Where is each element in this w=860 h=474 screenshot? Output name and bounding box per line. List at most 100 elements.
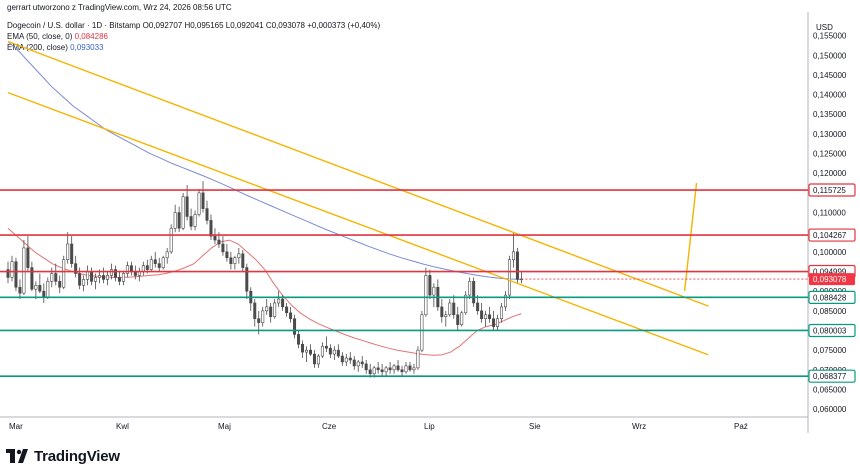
candle-body[interactable] bbox=[396, 365, 400, 371]
candle-body[interactable] bbox=[468, 281, 472, 296]
candle-body[interactable] bbox=[448, 302, 452, 316]
candle-body[interactable] bbox=[472, 281, 476, 304]
candle-body[interactable] bbox=[503, 294, 507, 308]
candle-body[interactable] bbox=[74, 263, 78, 274]
candle-body[interactable] bbox=[38, 284, 42, 292]
candle-body[interactable] bbox=[153, 259, 157, 264]
candle-body[interactable] bbox=[30, 267, 34, 290]
candle-body[interactable] bbox=[364, 363, 368, 371]
candle-body[interactable] bbox=[320, 345, 324, 357]
channel-lower-line[interactable] bbox=[7, 91, 709, 356]
candle-body[interactable] bbox=[78, 273, 82, 286]
candle-body[interactable] bbox=[10, 261, 14, 278]
candle-body[interactable] bbox=[165, 251, 169, 259]
candle-body[interactable] bbox=[54, 273, 58, 282]
candle-body[interactable] bbox=[316, 355, 320, 365]
candle-body[interactable] bbox=[273, 302, 277, 318]
candle-body[interactable] bbox=[169, 227, 173, 253]
candle-body[interactable] bbox=[400, 369, 404, 373]
candle-body[interactable] bbox=[392, 365, 396, 371]
candle-body[interactable] bbox=[408, 365, 412, 371]
candle-body[interactable] bbox=[225, 251, 229, 259]
candle-body[interactable] bbox=[348, 357, 352, 361]
candle-body[interactable] bbox=[464, 294, 468, 314]
candle-body[interactable] bbox=[209, 220, 213, 237]
candle-body[interactable] bbox=[217, 239, 221, 245]
candle-body[interactable] bbox=[293, 318, 297, 335]
candle-body[interactable] bbox=[46, 281, 50, 298]
candle-body[interactable] bbox=[344, 357, 348, 363]
candle-body[interactable] bbox=[376, 367, 380, 371]
candle-body[interactable] bbox=[460, 312, 464, 325]
candle-body[interactable] bbox=[352, 359, 356, 367]
candle-body[interactable] bbox=[301, 343, 305, 353]
candle-body[interactable] bbox=[277, 298, 281, 304]
candle-body[interactable] bbox=[269, 306, 273, 318]
candle-body[interactable] bbox=[121, 273, 125, 282]
candle-body[interactable] bbox=[388, 367, 392, 371]
symbol-name[interactable]: Dogecoin / U.S. dollar · 1D · Bitstamp bbox=[7, 21, 141, 30]
candle-body[interactable] bbox=[173, 212, 177, 229]
candle-body[interactable] bbox=[404, 365, 408, 373]
candle-body[interactable] bbox=[332, 349, 336, 355]
candle-body[interactable] bbox=[420, 314, 424, 351]
candle-body[interactable] bbox=[161, 257, 165, 268]
candle-body[interactable] bbox=[94, 277, 98, 282]
candle-body[interactable] bbox=[480, 310, 484, 319]
candle-body[interactable] bbox=[157, 263, 161, 268]
candle-body[interactable] bbox=[237, 253, 241, 259]
candle-body[interactable] bbox=[113, 269, 117, 278]
candle-body[interactable] bbox=[233, 257, 237, 264]
candle-body[interactable] bbox=[484, 314, 488, 319]
candle-body[interactable] bbox=[308, 349, 312, 355]
candle-body[interactable] bbox=[109, 269, 113, 276]
candle-body[interactable] bbox=[189, 216, 193, 227]
candle-body[interactable] bbox=[58, 281, 62, 288]
candle-body[interactable] bbox=[488, 314, 492, 319]
tradingview-logo[interactable]: TradingView bbox=[6, 446, 120, 466]
candle-body[interactable] bbox=[324, 345, 328, 349]
candle-body[interactable] bbox=[380, 369, 384, 373]
candle-body[interactable] bbox=[304, 349, 308, 353]
candle-body[interactable] bbox=[149, 259, 153, 270]
candle-body[interactable] bbox=[289, 312, 293, 319]
candle-body[interactable] bbox=[102, 275, 106, 280]
candle-body[interactable] bbox=[117, 277, 121, 282]
candle-body[interactable] bbox=[511, 251, 515, 261]
candle-body[interactable] bbox=[106, 275, 110, 280]
candle-body[interactable] bbox=[356, 361, 360, 367]
candle-body[interactable] bbox=[90, 271, 94, 282]
candle-body[interactable] bbox=[193, 214, 197, 227]
candle-body[interactable] bbox=[444, 314, 448, 318]
candle-body[interactable] bbox=[257, 318, 261, 323]
candle-body[interactable] bbox=[125, 265, 129, 274]
candle-body[interactable] bbox=[384, 367, 388, 373]
candle-body[interactable] bbox=[372, 367, 376, 375]
candle-body[interactable] bbox=[368, 369, 372, 375]
candle-body[interactable] bbox=[265, 306, 269, 312]
candle-body[interactable] bbox=[66, 243, 70, 261]
candle-body[interactable] bbox=[241, 253, 245, 268]
candle-body[interactable] bbox=[42, 290, 46, 298]
candle-body[interactable] bbox=[261, 310, 265, 323]
candle-body[interactable] bbox=[416, 349, 420, 369]
candle-body[interactable] bbox=[340, 355, 344, 363]
candle-body[interactable] bbox=[34, 284, 38, 290]
candle-body[interactable] bbox=[213, 235, 217, 241]
candle-body[interactable] bbox=[145, 265, 149, 270]
candle-body[interactable] bbox=[22, 247, 26, 294]
candle-body[interactable] bbox=[312, 353, 316, 365]
candle-body[interactable] bbox=[141, 265, 145, 272]
candle-body[interactable] bbox=[229, 257, 233, 264]
candle-body[interactable] bbox=[129, 265, 133, 272]
candle-body[interactable] bbox=[50, 273, 54, 282]
candle-body[interactable] bbox=[245, 267, 249, 292]
candle-body[interactable] bbox=[82, 279, 86, 286]
candle-body[interactable] bbox=[98, 275, 102, 278]
candle-body[interactable] bbox=[500, 306, 504, 319]
candle-body[interactable] bbox=[185, 196, 189, 217]
candle-body[interactable] bbox=[221, 243, 225, 253]
candle-body[interactable] bbox=[456, 314, 460, 325]
ema200-legend[interactable]: EMA (200, close) 0,093033 bbox=[7, 43, 104, 52]
candle-body[interactable] bbox=[492, 318, 496, 327]
